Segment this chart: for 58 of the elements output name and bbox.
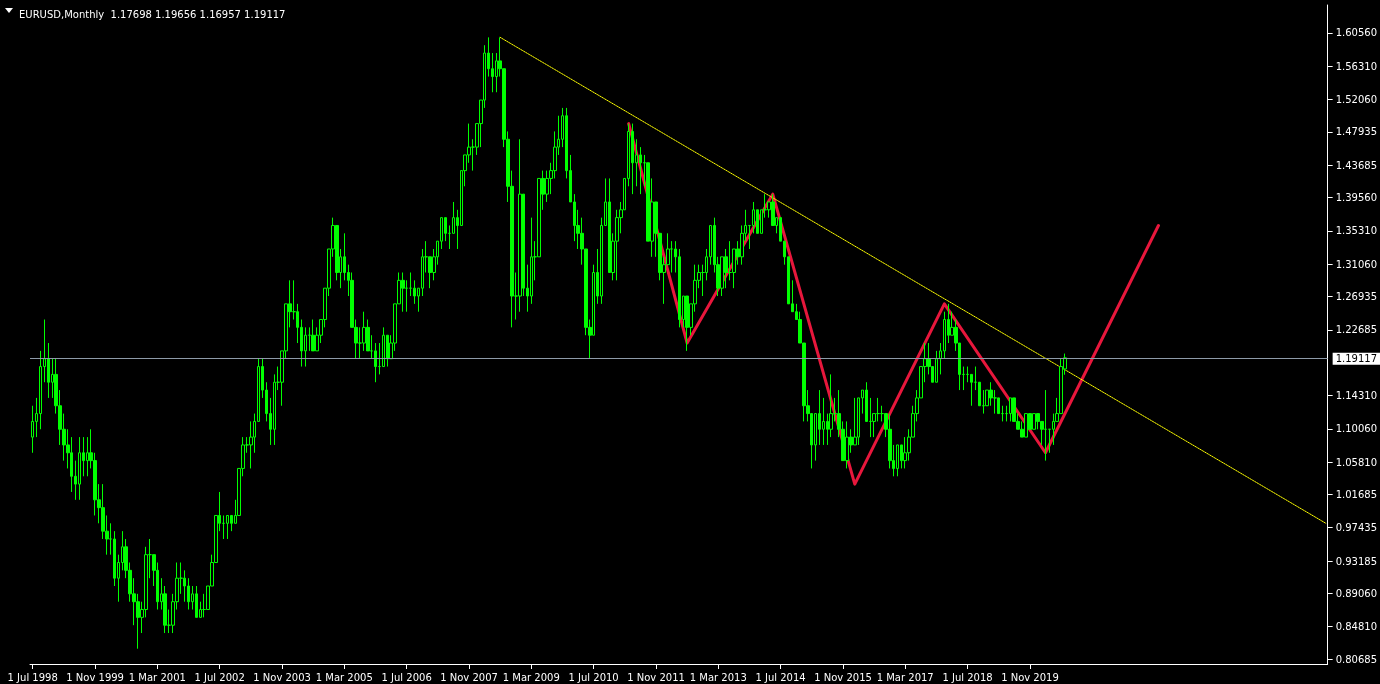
y-tick-label: 1.52060 [1335,94,1378,106]
y-tick-label: 1.14310 [1335,389,1378,401]
x-tick-label: 1 Mar 2009 [502,671,560,683]
candlestick [1044,389,1047,462]
candlestick [935,350,938,383]
candlestick [685,295,689,352]
y-tick-label: 0.97435 [1335,522,1378,534]
candlestick [982,389,985,415]
candlestick [962,366,965,391]
candlestick [1001,405,1004,422]
candlestick [869,397,872,438]
y-tick-label: 1.31060 [1335,258,1378,270]
x-tick-label: 1 Nov 2007 [440,671,498,683]
x-tick-label: 1 Nov 2019 [1001,671,1059,683]
candlestick [222,514,225,540]
candlestick [1024,413,1028,438]
y-tick-label: 1.35310 [1335,225,1378,237]
x-tick-label: 1 Mar 2005 [315,671,373,683]
candlestick [401,272,405,313]
x-tick-label: 1 Jul 2006 [381,671,432,683]
candlestick [631,123,634,195]
y-tick-label: 1.43685 [1335,159,1378,171]
x-tick-label: 1 Nov 2003 [253,671,311,683]
y-tick-label: 0.84810 [1335,621,1378,633]
candlestick [78,436,81,501]
candlestick [1032,413,1036,430]
y-tick-label: 1.60560 [1335,27,1378,39]
x-tick-label: 1 Jul 2018 [942,671,993,683]
y-tick-label: 0.89060 [1335,587,1378,599]
y-tick-label: 1.26935 [1335,291,1378,303]
y-tick-label: 1.10060 [1335,423,1378,435]
candlestick [896,444,899,477]
candlestick [195,585,198,618]
ref-line-label: 1.19117 [1335,353,1378,365]
y-tick-label: 1.05810 [1335,456,1378,468]
candlestick [865,381,868,422]
y-tick-label: 1.01685 [1335,488,1378,500]
y-tick-label: 1.39560 [1335,192,1378,204]
y-tick-label: 0.93185 [1335,555,1378,567]
x-tick-label: 1 Mar 2013 [689,671,747,683]
chart-title: EURUSD,Monthly 1.17698 1.19656 1.16957 1.19117 [19,8,286,20]
candlestick [311,319,315,352]
x-tick-label: 1 Jul 1998 [7,671,58,683]
x-tick-label: 1 Mar 2001 [128,671,186,683]
candlestick [226,514,229,540]
candlestick [845,420,849,469]
y-tick-label: 1.56310 [1335,60,1378,72]
candlestick [1009,397,1012,422]
y-tick-label: 0.80685 [1335,653,1378,665]
x-tick-label: 1 Nov 2011 [627,671,685,683]
x-tick-label: 1 Jul 2014 [755,671,806,683]
x-tick-label: 1 Nov 2015 [814,671,872,683]
y-tick-label: 1.47935 [1335,126,1378,138]
x-tick-label: 1 Jul 2010 [568,671,619,683]
x-tick-label: 1 Nov 1999 [66,671,124,683]
x-tick-label: 1 Mar 2017 [876,671,934,683]
x-tick-label: 1 Jul 2002 [194,671,245,683]
y-tick-label: 1.22685 [1335,324,1378,336]
